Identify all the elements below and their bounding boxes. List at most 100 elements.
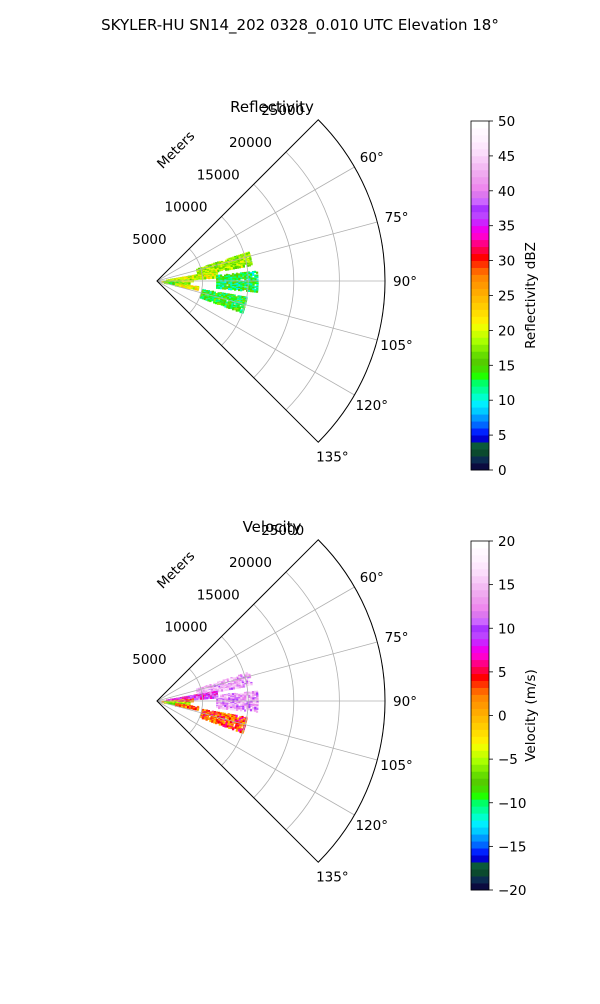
range-tick-label: 20000 [229, 555, 272, 571]
range-tick-label: 15000 [197, 587, 240, 603]
colorbar-segment [471, 358, 489, 366]
colorbar-segment [471, 645, 489, 654]
colorbar-segment [471, 561, 489, 570]
colorbar-segment [471, 547, 489, 556]
colorbar-segment [471, 351, 489, 359]
range-tick-label: 25000 [261, 523, 304, 539]
colorbar-segment [471, 799, 489, 807]
colorbar-segment [471, 638, 489, 647]
angle-tick-label: 75° [385, 210, 409, 226]
colorbar-segment [471, 624, 489, 633]
angle-tick-label: 120° [356, 398, 389, 414]
range-axis-label: Meters [154, 128, 198, 172]
echo-region [200, 708, 248, 734]
figure-suptitle: SKYLER-HU SN14_202 0328_0.010 UTC Elevat… [101, 16, 499, 34]
colorbar-segment [471, 141, 489, 150]
angle-tick-label: 60° [360, 570, 384, 586]
colorbar-segment [471, 197, 489, 206]
colorbar-tick-label: 15 [498, 358, 515, 374]
colorbar-tick-label: 30 [498, 254, 515, 270]
colorbar-tick-label: 0 [498, 463, 507, 479]
colorbar-segment [471, 183, 489, 192]
angle-tick-label: 135° [316, 869, 349, 885]
colorbar-segment [471, 764, 489, 772]
colorbar-segment [471, 575, 489, 584]
range-tick-label: 10000 [164, 620, 207, 636]
colorbar-tick-label: 0 [498, 709, 507, 725]
colorbar-segment [471, 428, 489, 436]
colorbar-segment [471, 666, 489, 675]
colorbar-segment [471, 169, 489, 178]
colorbar-segment [471, 190, 489, 199]
colorbar-segment [471, 218, 489, 227]
colorbar-segment [471, 541, 489, 549]
colorbar-segment [471, 344, 489, 352]
colorbar-segment [471, 617, 489, 626]
colorbar-segment [471, 652, 489, 661]
colorbar-segment [471, 393, 489, 401]
colorbar-tick-label: 50 [498, 114, 515, 130]
colorbar-segment [471, 204, 489, 213]
colorbar-segment [471, 813, 489, 821]
colorbar-segment [471, 883, 489, 891]
echo-region [216, 270, 259, 293]
colorbar-segment [471, 407, 489, 415]
radial-gridline [156, 280, 378, 341]
colorbar-tick-label: −10 [498, 796, 527, 812]
radial-gridline [156, 586, 355, 702]
radial-gridline [156, 221, 378, 282]
colorbar-segment [471, 778, 489, 786]
radial-gridline [156, 166, 355, 282]
colorbar-segment [471, 435, 489, 443]
colorbar-segment [471, 862, 489, 870]
colorbar-segment [471, 463, 489, 471]
colorbar-tick-label: 40 [498, 184, 515, 200]
colorbar-segment [471, 323, 489, 331]
colorbar-segment [471, 225, 489, 234]
colorbar-segment [471, 708, 489, 716]
colorbar-segment [471, 659, 489, 668]
panel-title: Reflectivity [230, 98, 314, 116]
colorbar-label: Reflectivity dBZ [523, 242, 539, 349]
colorbar-segment [471, 785, 489, 793]
radial-gridline [156, 641, 378, 702]
colorbar-segment [471, 750, 489, 758]
velocity-panel: Velocity 5000 10000 15000 20000 25000 Meters 60… [132, 518, 539, 899]
angle-tick-label: 135° [316, 449, 349, 465]
colorbar-tick-label: 45 [498, 149, 515, 165]
colorbar-segment [471, 239, 489, 248]
sector-border [156, 119, 386, 443]
colorbar-segment [471, 400, 489, 408]
colorbar-segment [471, 414, 489, 422]
colorbar-segment [471, 771, 489, 779]
angle-tick-label: 90° [393, 274, 417, 290]
colorbar-segment [471, 743, 489, 751]
colorbar-segment [471, 806, 489, 814]
colorbar-segment [471, 589, 489, 598]
colorbar-segment [471, 302, 489, 310]
colorbar-segment [471, 869, 489, 877]
colorbar-segment [471, 295, 489, 303]
colorbar-segment [471, 246, 489, 255]
panel-title: Velocity [243, 518, 302, 536]
colorbar: −20 −15 −10 −5 0 5 10 15 20 Velocity (m/s) [470, 534, 539, 899]
range-tick-label: 10000 [164, 200, 207, 216]
echo-region [174, 703, 200, 711]
colorbar-tick-label: 10 [498, 393, 515, 409]
colorbar-segment [471, 148, 489, 157]
range-tick-label: 15000 [197, 167, 240, 183]
range-tick-label: 5000 [132, 652, 166, 668]
colorbar: 0 5 10 15 20 25 30 35 40 45 50 Reflectivity dBZ [470, 114, 539, 479]
range-tick-label: 25000 [261, 103, 304, 119]
angle-tick-label: 105° [380, 758, 413, 774]
colorbar-tick-label: −15 [498, 839, 527, 855]
colorbar-segment [471, 736, 489, 744]
sector-border [156, 539, 386, 863]
colorbar-segment [471, 309, 489, 317]
colorbar-tick-label: 5 [498, 428, 507, 444]
colorbar-segment [471, 288, 489, 296]
reflectivity-panel: Reflectivity 5000 10000 15000 20000 25000 Mete… [132, 98, 539, 479]
colorbar-segment [471, 253, 489, 261]
colorbar-segment [471, 274, 489, 282]
